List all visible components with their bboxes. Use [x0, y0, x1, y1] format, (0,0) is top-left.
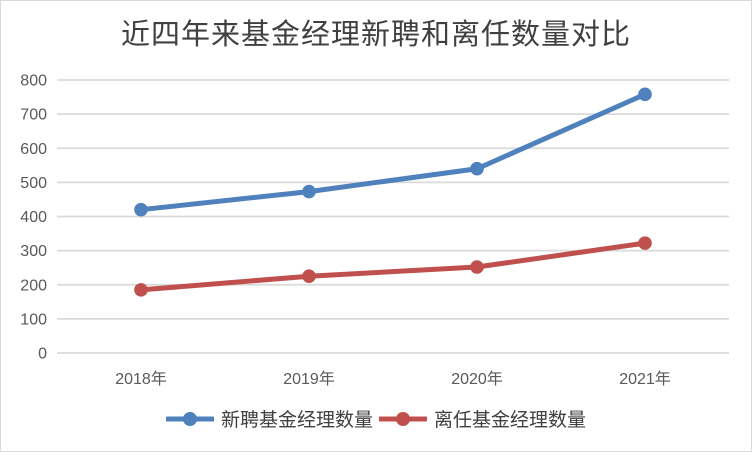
chart-title: 近四年来基金经理新聘和离任数量对比: [120, 19, 631, 51]
y-axis-tick-label: 800: [20, 73, 47, 90]
y-axis-tick-label: 600: [20, 141, 47, 158]
legend-line-marker-icon: [379, 411, 427, 426]
y-axis-tick-label: 100: [20, 311, 47, 328]
y-axis-tick-label: 300: [20, 243, 47, 260]
y-axis-tick-label: 500: [20, 175, 47, 192]
data-point-marker: [470, 161, 484, 176]
legend-label: 离任基金经理数量: [434, 410, 587, 431]
legend-label: 新聘基金经理数量: [220, 410, 373, 431]
data-point-marker: [134, 202, 148, 217]
x-axis-tick-label: 2021年: [619, 370, 671, 388]
data-point-marker: [302, 269, 316, 284]
legend-line-marker-icon: [165, 411, 214, 426]
y-axis-tick-label: 700: [20, 107, 47, 124]
x-axis-tick-label: 2018年: [115, 370, 167, 388]
data-point-marker: [134, 283, 148, 297]
legend-item: 离任基金经理数量: [379, 405, 586, 432]
data-point-marker: [638, 236, 652, 250]
data-point-marker: [470, 260, 484, 274]
series-line: [138, 91, 648, 213]
series-line: [138, 240, 648, 293]
data-point-marker: [302, 184, 316, 199]
chart-legend: 新聘基金经理数量 离任基金经理数量: [1, 405, 751, 432]
y-axis-tick-label: 400: [20, 209, 47, 226]
data-point-marker: [638, 87, 652, 102]
x-axis-tick-label: 2019年: [283, 370, 335, 388]
legend-item: 新聘基金经理数量: [165, 405, 373, 432]
x-axis-tick-label: 2020年: [451, 370, 503, 388]
y-axis-tick-label: 200: [20, 277, 47, 294]
y-axis-tick-label: 0: [38, 346, 47, 363]
